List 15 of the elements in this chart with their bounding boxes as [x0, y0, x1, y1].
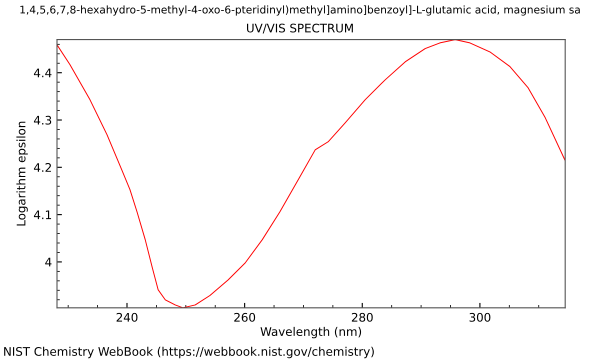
y-tick-label: 4.1 [34, 210, 52, 220]
y-tick-label: 4.4 [34, 68, 52, 78]
x-tick-label: 260 [234, 312, 256, 322]
chart-title: 1,4,5,6,7,8-hexahydro-5-methyl-4-oxo-6-pteridinyl)methyl]amino]benzoyl]-L-glutamic acid, magnesium sa [20, 5, 580, 16]
x-axis-title: Wavelength (nm) [260, 326, 362, 338]
x-tick-label: 240 [116, 312, 138, 322]
line-series [57, 40, 566, 308]
y-axis-title: Logarithm epsilon [16, 122, 28, 226]
chart-subtitle: UV/VIS SPECTRUM [247, 24, 353, 34]
x-tick-label: 280 [352, 312, 373, 322]
y-tick-label: 4.2 [34, 163, 51, 172]
x-tick-label: 300 [470, 312, 490, 322]
y-tick-label: 4.3 [34, 116, 52, 125]
y-tick-label: 4 [45, 258, 52, 266]
text: NIST Chemistry WebBook (https://webbook.nist.gov/chemistry) [4, 346, 374, 358]
